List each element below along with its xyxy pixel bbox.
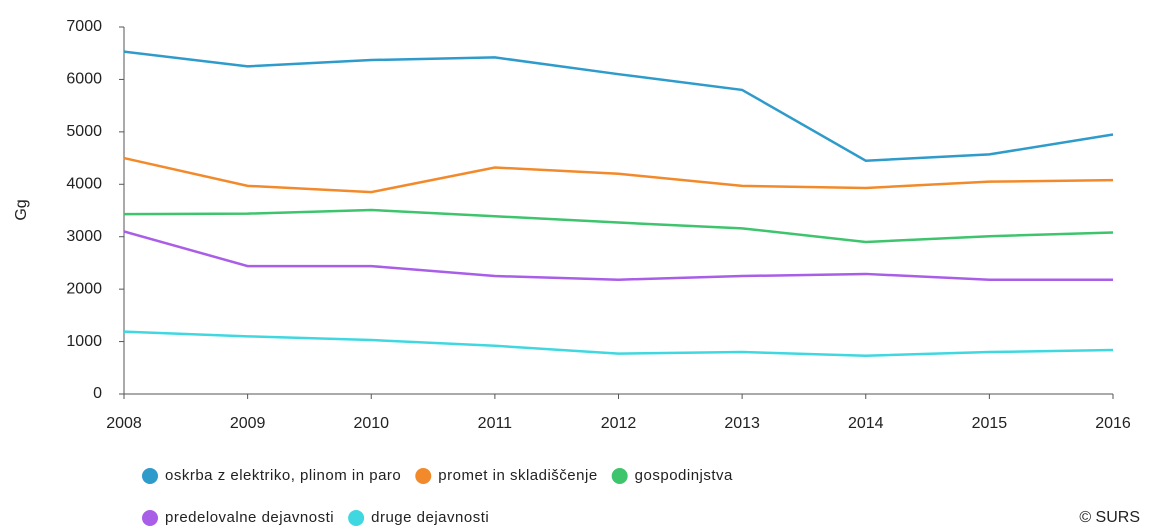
legend-marker [415, 468, 432, 484]
y-axis-label: Gg [13, 199, 30, 220]
legend-label: predelovalne dejavnosti [165, 509, 334, 526]
series-line [123, 230, 1113, 281]
x-tick-label: 2014 [848, 415, 884, 432]
series-line [123, 330, 1114, 357]
x-tick-label: 2010 [353, 415, 389, 432]
series-line [123, 50, 1114, 162]
y-tick-label: 6000 [66, 71, 102, 88]
x-tick-label: 2008 [106, 415, 142, 432]
y-tick-label: 1000 [66, 333, 102, 350]
y-tick-label: 0 [93, 385, 102, 402]
legend-marker [611, 468, 628, 484]
y-tick-label: 2000 [66, 280, 102, 297]
legend-marker [142, 468, 158, 484]
series-line [123, 156, 1114, 194]
legend-marker [348, 510, 365, 526]
x-tick-label: 2016 [1095, 415, 1131, 432]
source-credit: © SURS [1079, 509, 1140, 526]
legend-label: gospodinjstva [635, 467, 733, 484]
y-tick-label: 4000 [66, 176, 102, 193]
y-tick-label: 3000 [66, 228, 102, 245]
x-tick-label: 2015 [972, 415, 1008, 432]
x-tick-label: 2013 [724, 415, 760, 432]
x-tick-label: 2012 [601, 415, 637, 432]
legend-label: promet in skladiščenje [438, 467, 597, 484]
x-tick-label: 2011 [478, 415, 513, 432]
x-tick-label: 2009 [230, 415, 266, 432]
series-line [123, 208, 1114, 244]
legend-label: oskrba z elektriko, plinom in paro [165, 467, 401, 484]
y-tick-label: 7000 [66, 18, 102, 35]
legend-marker [142, 510, 158, 526]
y-tick-label: 5000 [66, 123, 102, 140]
legend: oskrba z elektriko, plinom in paro promet… [142, 467, 733, 526]
legend-label: druge dejavnosti [371, 509, 489, 526]
